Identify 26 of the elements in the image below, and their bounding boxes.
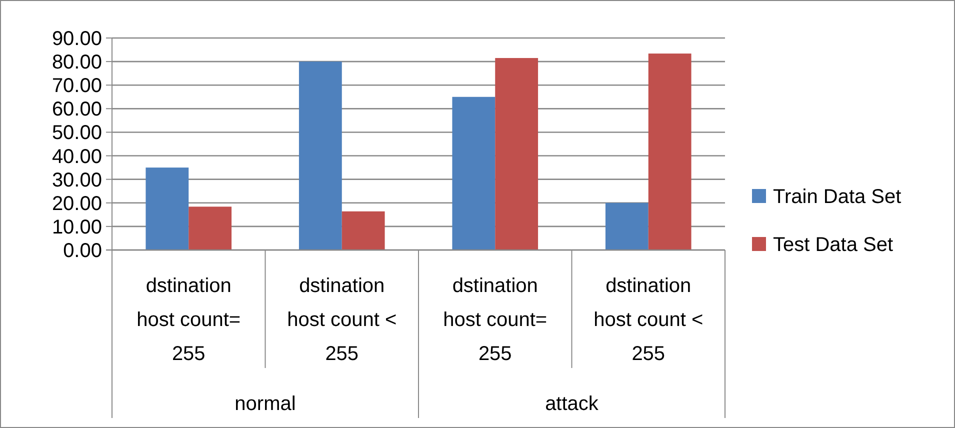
legend-label: Train Data Set bbox=[773, 186, 902, 208]
bar bbox=[342, 211, 385, 250]
y-tick-label: 70.00 bbox=[52, 75, 102, 98]
y-tick-label: 10.00 bbox=[52, 216, 102, 238]
text: attack bbox=[545, 393, 600, 415]
x-tick-label: dstination host count < 255 bbox=[287, 275, 397, 365]
bar bbox=[298, 62, 342, 250]
text: normal bbox=[234, 393, 296, 415]
y-tick-label: 30.00 bbox=[52, 169, 102, 192]
bar bbox=[495, 58, 538, 250]
y-tick-label: 50.00 bbox=[52, 122, 102, 144]
x-tick-label: dstination host count < 255 bbox=[594, 275, 704, 365]
y-tick-label: 80.00 bbox=[52, 52, 102, 74]
y-tick-label: 40.00 bbox=[52, 146, 102, 168]
bar bbox=[648, 54, 692, 250]
bar bbox=[452, 96, 496, 250]
bar bbox=[146, 168, 189, 250]
x-tick-label: dstination host count= 255 bbox=[443, 275, 548, 365]
x-tick-label: dstination host count= 255 bbox=[136, 275, 241, 365]
bar bbox=[188, 206, 232, 250]
y-tick-label: 20.00 bbox=[52, 192, 102, 215]
legend-label: Test Data Set bbox=[773, 234, 894, 256]
bar bbox=[605, 202, 648, 250]
y-tick-label: 60.00 bbox=[52, 98, 102, 121]
y-tick-label: 90.00 bbox=[52, 28, 102, 50]
y-tick-label: 0.00 bbox=[63, 240, 102, 262]
